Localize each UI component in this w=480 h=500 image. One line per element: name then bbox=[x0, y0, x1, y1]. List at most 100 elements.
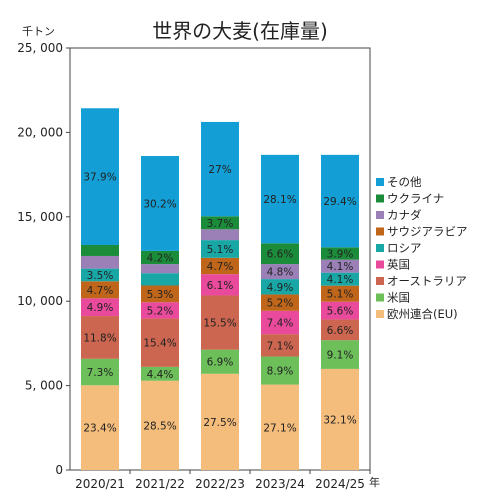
bar-segment bbox=[321, 368, 359, 470]
data-label: 4.2% bbox=[147, 252, 174, 264]
bar-segment bbox=[261, 243, 299, 265]
legend-swatch bbox=[376, 178, 384, 186]
data-label: 28.5% bbox=[143, 420, 176, 432]
data-label: 15.5% bbox=[203, 318, 236, 330]
bar-segment bbox=[201, 373, 239, 470]
data-label: 6.1% bbox=[207, 280, 234, 292]
bar-segment bbox=[261, 356, 299, 385]
legend-swatch bbox=[376, 194, 384, 203]
data-label: 23.4% bbox=[83, 423, 116, 435]
y-tick-label: 15, 000 bbox=[17, 210, 63, 224]
bar-segment bbox=[141, 156, 179, 251]
data-label: 4.1% bbox=[327, 274, 354, 286]
y-tick-label: 25, 000 bbox=[17, 41, 63, 55]
bar-segment bbox=[321, 301, 359, 320]
data-label: 30.2% bbox=[143, 198, 176, 210]
bar-segment bbox=[141, 273, 179, 286]
legend-entry: 欧州連合(EU) bbox=[387, 307, 458, 321]
bar-segment bbox=[141, 380, 179, 470]
bar-segment bbox=[201, 349, 239, 374]
bar-segment bbox=[201, 216, 239, 230]
data-label: 6.6% bbox=[327, 325, 354, 337]
bar-segment bbox=[261, 294, 299, 311]
x-tick-label: 2020/21 bbox=[75, 477, 125, 491]
legend-swatch bbox=[376, 310, 384, 318]
legend-entry: その他 bbox=[387, 175, 422, 189]
legend-swatch bbox=[376, 211, 384, 219]
data-label: 15.4% bbox=[143, 338, 176, 350]
data-label: 6.9% bbox=[207, 357, 234, 369]
bar-segment bbox=[141, 264, 179, 274]
data-label: 8.9% bbox=[267, 366, 294, 378]
plot-area: 0 5, 000 10, 000 15, 000 20, 000 25, 000 23.4%… bbox=[17, 41, 371, 491]
legend-entry: ウクライナ bbox=[387, 192, 444, 206]
data-label: 4.7% bbox=[87, 285, 114, 297]
bar-segment bbox=[81, 244, 119, 256]
bar-segment bbox=[81, 385, 119, 470]
legend-swatch bbox=[376, 244, 384, 252]
x-tick-label: 2024/25 bbox=[315, 477, 365, 491]
legend-swatch bbox=[376, 277, 384, 285]
data-label: 4.8% bbox=[267, 267, 294, 279]
bar-segment bbox=[81, 255, 119, 269]
bar-segment bbox=[81, 316, 119, 359]
data-label: 7.3% bbox=[87, 367, 114, 379]
bar-segment bbox=[81, 298, 119, 317]
data-label: 4.4% bbox=[147, 369, 174, 381]
bar-segment bbox=[321, 285, 359, 302]
data-label: 4.1% bbox=[327, 261, 354, 273]
bar-segment bbox=[201, 240, 239, 258]
bar-segment bbox=[321, 259, 359, 273]
data-label: 37.9% bbox=[83, 172, 116, 184]
bar-segment bbox=[81, 108, 119, 245]
bar-segment bbox=[261, 334, 299, 357]
y-tick-label: 0 bbox=[55, 463, 63, 477]
bar-segment bbox=[141, 318, 179, 367]
data-label: 5.2% bbox=[267, 298, 294, 310]
x-axis-unit: 年 bbox=[369, 475, 380, 489]
y-tick-label: 5, 000 bbox=[25, 379, 63, 393]
bar-segment bbox=[261, 310, 299, 335]
bar-segment bbox=[321, 272, 359, 286]
y-axis-unit: 千トン bbox=[22, 25, 55, 38]
x-tick-label: 2021/22 bbox=[135, 477, 185, 491]
legend-entry: 米国 bbox=[387, 291, 410, 305]
data-label: 5.6% bbox=[327, 306, 354, 318]
data-label: 7.4% bbox=[267, 317, 294, 329]
data-label: 3.5% bbox=[87, 270, 114, 282]
legend-entry: 英国 bbox=[387, 258, 410, 272]
legend-entry: オーストラリア bbox=[387, 274, 467, 288]
bar-segment bbox=[261, 279, 299, 295]
bar-segment bbox=[141, 285, 179, 303]
bar-segment bbox=[201, 274, 239, 296]
legend-swatch bbox=[376, 227, 384, 236]
data-label: 4.9% bbox=[267, 282, 294, 294]
bar-segment bbox=[141, 250, 179, 265]
data-label: 11.8% bbox=[83, 332, 116, 344]
bar-segment bbox=[321, 154, 359, 248]
bar-segment bbox=[81, 358, 119, 386]
legend-swatch bbox=[376, 293, 384, 302]
data-label: 5.2% bbox=[147, 305, 174, 317]
bar-segment bbox=[261, 384, 299, 470]
data-label: 5.1% bbox=[327, 289, 354, 301]
bar-segment bbox=[321, 247, 359, 260]
data-label: 3.9% bbox=[327, 249, 354, 261]
bar-segment bbox=[201, 229, 239, 241]
x-tick-label: 2023/24 bbox=[255, 477, 305, 491]
bar-segment bbox=[201, 257, 239, 275]
data-label: 5.3% bbox=[147, 289, 174, 301]
legend-entry: サウジアラビア bbox=[387, 225, 468, 239]
legend-entry: ロシア bbox=[387, 241, 422, 255]
data-label: 3.7% bbox=[207, 218, 234, 230]
bar-segment bbox=[141, 302, 179, 319]
bar-segment bbox=[201, 295, 239, 350]
data-label: 7.1% bbox=[267, 340, 294, 352]
y-tick-label: 10, 000 bbox=[17, 294, 63, 308]
data-label: 27.5% bbox=[203, 417, 236, 429]
bar-segment bbox=[261, 264, 299, 280]
bar-segment bbox=[141, 366, 179, 381]
data-label: 5.1% bbox=[207, 244, 234, 256]
legend-entry: カナダ bbox=[387, 208, 422, 222]
data-label: 4.9% bbox=[87, 302, 114, 314]
